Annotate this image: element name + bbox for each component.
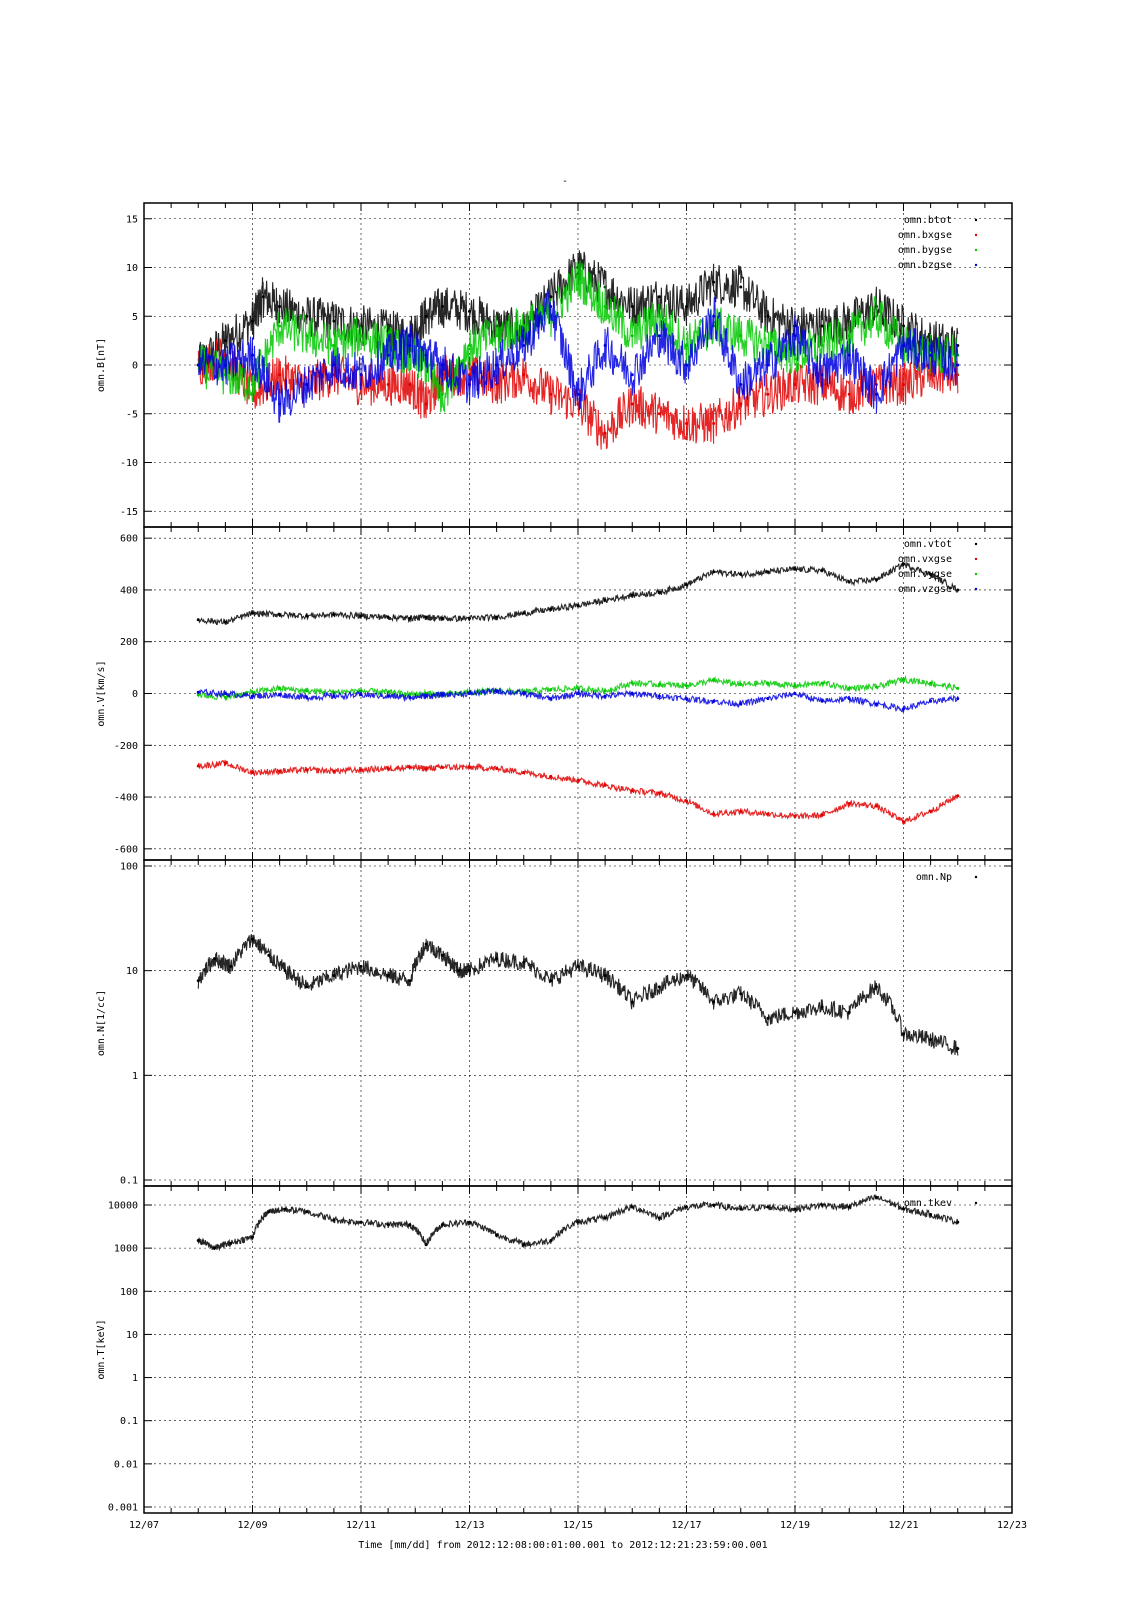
y-tick-label: -200 <box>114 741 138 752</box>
series-trace <box>197 674 959 701</box>
legend-marker <box>974 557 978 561</box>
y-tick-label: 10 <box>126 966 138 977</box>
series-omn-btot <box>196 250 960 376</box>
x-tick-label: 12/19 <box>780 1520 810 1531</box>
panel-3: 100 10 1 0.1 omn.N[1/cc] omn.Np <box>96 859 1013 1187</box>
y-tick-label: 100 <box>120 862 138 873</box>
series-trace <box>197 1194 959 1252</box>
x-tick-label: 12/11 <box>346 1520 376 1531</box>
series-omn-Np <box>196 934 960 1056</box>
y-tick-label: 0.1 <box>120 1176 138 1187</box>
y-tick-label: -5 <box>126 409 138 420</box>
series-omn-tkev <box>196 1194 960 1252</box>
chart-title: - <box>562 176 568 187</box>
y-tick-label: 100 <box>120 1287 138 1298</box>
legend-marker <box>974 587 978 591</box>
legend: omn.tkev <box>904 1198 978 1209</box>
panel-frame <box>143 859 1013 1187</box>
series-omn-vtot <box>196 561 960 626</box>
y-tick-label: 200 <box>120 637 138 648</box>
panel-2: 600 400 200 0 -200 -400 -600 omn.V[km/s] omn.vto… <box>96 526 1013 861</box>
y-tick-label: 1 <box>132 1071 138 1082</box>
x-tick-label: 12/21 <box>888 1520 918 1531</box>
y-tick-label: 0 <box>132 361 138 372</box>
legend-label: omn.Np <box>916 872 952 883</box>
legend-label: omn.tkev <box>904 1198 952 1209</box>
y-axis-label: omn.V[km/s] <box>96 660 107 726</box>
legend: omn.btot omn.bxgse omn.bygse omn.bzgse <box>898 215 978 271</box>
y-tick-label: 400 <box>120 585 138 596</box>
y-tick-label: 1000 <box>114 1244 138 1255</box>
y-axis-label: omn.T[keV] <box>96 1319 107 1379</box>
legend-label: omn.bygse <box>898 245 952 256</box>
legend-marker <box>974 572 978 576</box>
legend-marker <box>974 233 978 237</box>
x-tick-label: 12/23 <box>997 1520 1027 1531</box>
x-tick-label: 12/07 <box>129 1520 159 1531</box>
y-tick-label: -10 <box>120 458 138 469</box>
y-tick-label: 0 <box>132 689 138 700</box>
x-tick-label: 12/15 <box>563 1520 593 1531</box>
y-axis-label: omn.N[1/cc] <box>96 990 107 1056</box>
series-trace <box>197 287 959 423</box>
y-tick-label: 0.1 <box>120 1416 138 1427</box>
series-trace <box>197 561 959 626</box>
y-tick-label: 600 <box>120 534 138 545</box>
legend-label: omn.vygse <box>898 569 952 580</box>
y-tick-label: 0.01 <box>114 1459 138 1470</box>
y-tick-label: 15 <box>126 214 138 225</box>
y-tick-label: -400 <box>114 793 138 804</box>
series-omn-bzgse <box>196 287 960 423</box>
panel-4: 10000 1000 100 10 1 0.1 0.01 0.001 omn.T[keV] omn… <box>96 1185 1013 1514</box>
x-tick-label: 12/09 <box>237 1520 267 1531</box>
legend-label: omn.bzgse <box>898 260 952 271</box>
legend-marker <box>974 1201 978 1205</box>
legend: omn.Np <box>916 872 978 883</box>
x-tick-label: 12/17 <box>671 1520 701 1531</box>
legend-label: omn.btot <box>904 215 952 226</box>
panels: 151050-5-10-15omn.B[nT]omn.btotomn.bxgse… <box>96 202 1013 1514</box>
legend-label: omn.vxgse <box>898 554 952 565</box>
data-point <box>956 588 960 592</box>
data-point <box>956 363 960 367</box>
x-axis: 12/07 12/09 12/11 12/13 12/15 12/17 12/19 12/21… <box>129 1520 1027 1531</box>
legend-label: omn.bxgse <box>898 230 952 241</box>
series-trace <box>197 759 959 825</box>
y-axis-label: omn.B[nT] <box>96 338 107 392</box>
x-tick-label: 12/13 <box>454 1520 484 1531</box>
x-axis-label: Time [mm/dd] from 2012:12:08:00:01:00.00… <box>358 1540 767 1551</box>
y-tick-label: -600 <box>114 844 138 855</box>
y-tick-label: 10000 <box>108 1200 138 1211</box>
legend-marker <box>974 875 978 879</box>
series-trace <box>197 250 959 376</box>
series-omn-vxgse <box>196 759 960 825</box>
panel-1: 15 10 5 0 -5 -10 -15 omn.B[nT] omn.btot omn.bxgse… <box>96 202 1013 528</box>
series-trace <box>198 687 959 713</box>
series-trace <box>197 338 959 450</box>
legend-marker <box>974 542 978 546</box>
data-point <box>657 295 661 299</box>
legend: omn.vtot omn.vxgse omn.vygse omn.vzgse <box>898 539 978 595</box>
legend-marker <box>974 218 978 222</box>
data-point <box>739 285 743 289</box>
legend-marker <box>974 263 978 267</box>
legend-label: omn.vzgse <box>898 584 952 595</box>
legend-marker <box>974 248 978 252</box>
y-tick-label: -15 <box>120 507 138 518</box>
y-tick-label: 5 <box>132 312 138 323</box>
series-trace <box>197 934 959 1056</box>
data-point <box>657 334 661 338</box>
y-tick-label: 1 <box>132 1373 138 1384</box>
series-omn-vzgse <box>196 687 960 713</box>
series-trace <box>197 260 959 413</box>
y-tick-label: 10 <box>126 263 138 274</box>
legend-label: omn.vtot <box>904 539 952 550</box>
y-tick-label: 10 <box>126 1330 138 1341</box>
y-tick-label: 0.001 <box>108 1503 138 1514</box>
